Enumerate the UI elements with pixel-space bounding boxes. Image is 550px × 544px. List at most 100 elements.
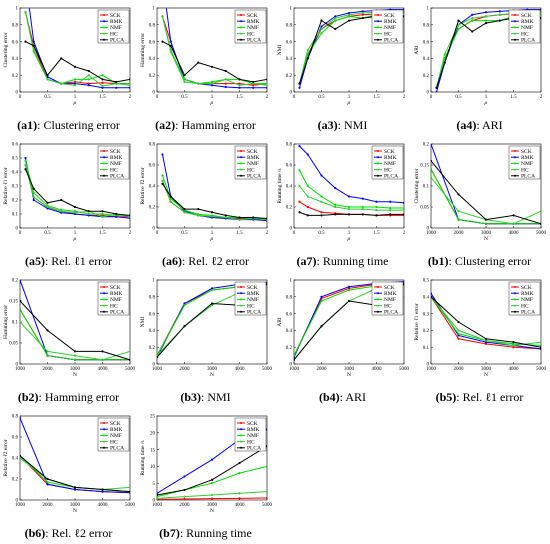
point-rmk <box>183 302 186 305</box>
point-nmf <box>375 205 378 209</box>
point-plca <box>512 341 515 344</box>
panel-label: (b6) <box>24 526 46 540</box>
legend-label-rmk: RMK <box>110 427 123 433</box>
y-axis-title: Hamming error <box>3 305 9 339</box>
panel-label: (b7) <box>159 526 180 540</box>
legend-label-rmk: RMK <box>110 155 123 161</box>
legend-marker-plca <box>240 174 242 177</box>
legend-marker-hc <box>240 32 242 35</box>
legend-label-sck: SCK <box>110 149 121 155</box>
y-tick-label: 0.4 <box>286 185 293 190</box>
chart-a3: 0 0.2 0.4 0.6 0.8 1 0 0.5 1 1.5 2 ρ NMI SCKRMKNMFHCPL… <box>277 7 406 106</box>
y-tick-label: 0 <box>427 91 430 96</box>
legend-marker-rmk <box>514 292 516 295</box>
panel-label: (a4) <box>456 118 477 132</box>
point-rmk <box>20 280 22 282</box>
y-tick-label: 25 <box>150 415 156 420</box>
point-hc <box>471 16 474 20</box>
point-rmk <box>157 492 159 495</box>
point-nmf <box>87 212 90 216</box>
x-tick-label: 2 <box>540 95 543 100</box>
x-tick-label: 4000 <box>98 367 109 372</box>
legend-label-rmk: RMK <box>384 291 397 297</box>
y-tick-label: 0.1 <box>423 346 430 351</box>
panel-caption-a1: (a1): Clustering error <box>0 118 137 133</box>
x-tick-label: 1000 <box>152 367 163 372</box>
point-nmf <box>320 299 323 303</box>
point-nmf <box>210 288 214 292</box>
point-plca <box>361 213 364 216</box>
legend-marker-hc <box>103 168 105 171</box>
x-axis-title: N <box>484 236 488 242</box>
point-plca <box>375 214 378 217</box>
legend-label-sck: SCK <box>521 285 532 291</box>
point-nmf <box>101 212 104 216</box>
chart-a6: 0 0.2 0.4 0.6 0.8 0 0.5 1 1.5 2 ρ Relative ℓ2 error… <box>140 143 269 242</box>
point-sck <box>101 81 104 84</box>
point-hc <box>157 497 159 500</box>
point-plca <box>539 222 541 225</box>
y-tick-label: 0 <box>153 227 156 232</box>
legend-label-nmf: NMF <box>110 433 122 439</box>
point-rmk <box>402 201 404 204</box>
y-tick-label: 0.6 <box>12 436 19 441</box>
x-tick-label: 1000 <box>289 367 300 372</box>
x-tick-label: 4000 <box>235 367 246 372</box>
point-plca <box>402 283 404 286</box>
point-plca <box>128 358 130 361</box>
y-tick-label: 0.8 <box>149 143 156 148</box>
legend-marker-hc <box>377 168 379 171</box>
point-rmk <box>402 280 404 283</box>
x-tick-label: 3000 <box>207 367 218 372</box>
point-sck <box>347 287 351 290</box>
y-tick-label: 0.6 <box>286 40 293 45</box>
x-tick-label: 3000 <box>207 503 218 508</box>
point-rmk <box>457 334 460 337</box>
point-rmk <box>24 156 27 160</box>
y-tick-label: 0.6 <box>12 40 19 45</box>
point-hc <box>161 15 164 18</box>
y-tick-label: 0.3 <box>12 185 19 190</box>
legend-marker-nmf <box>103 298 105 301</box>
point-rmk <box>375 200 378 203</box>
x-tick-label: 5000 <box>399 367 410 372</box>
point-plca <box>101 488 104 491</box>
point-nmf <box>183 304 186 307</box>
legend-marker-sck <box>240 14 242 16</box>
y-axis-title: Running time /s <box>277 168 283 203</box>
point-plca <box>224 69 227 73</box>
point-rmk <box>101 86 104 89</box>
legend-marker-nmf <box>103 434 105 437</box>
point-plca <box>512 214 515 217</box>
point-plca <box>183 74 186 77</box>
point-hc <box>101 215 104 218</box>
point-rmk <box>471 13 474 16</box>
legend-label-rmk: RMK <box>247 19 260 25</box>
point-rmk <box>210 287 214 290</box>
point-rmk <box>73 82 77 85</box>
point-hc <box>224 78 227 81</box>
point-plca <box>298 211 301 214</box>
point-plca <box>46 74 49 77</box>
legend-marker-sck <box>514 150 516 152</box>
point-hc <box>334 16 337 20</box>
legend-label-sck: SCK <box>247 421 258 427</box>
x-tick-label: 1.5 <box>373 231 380 236</box>
point-sck <box>224 82 227 85</box>
panel-label: (a6) <box>161 254 182 268</box>
chart-a2: 0 0.2 0.4 0.6 0.8 1 0 0.5 1 1.5 2 ρ Hamming error SCK… <box>140 7 269 106</box>
point-plca <box>24 168 27 171</box>
point-sck <box>484 342 488 345</box>
point-plca <box>484 337 488 340</box>
y-tick-label: 0.2 <box>12 279 19 284</box>
y-tick-label: 15 <box>150 448 156 453</box>
chart-a5: 0 0.1 0.2 0.3 0.4 0.5 0.6 0 0.5 1 1.5 2 ρ Relative ℓ1… <box>3 143 132 242</box>
legend-marker-hc <box>377 304 379 307</box>
point-hc <box>210 215 214 218</box>
point-rmk <box>20 417 22 420</box>
point-sck <box>238 82 241 85</box>
point-plca <box>298 82 301 85</box>
point-plca <box>115 80 118 84</box>
y-tick-label: 0.8 <box>286 143 293 148</box>
legend-marker-hc <box>514 304 516 307</box>
